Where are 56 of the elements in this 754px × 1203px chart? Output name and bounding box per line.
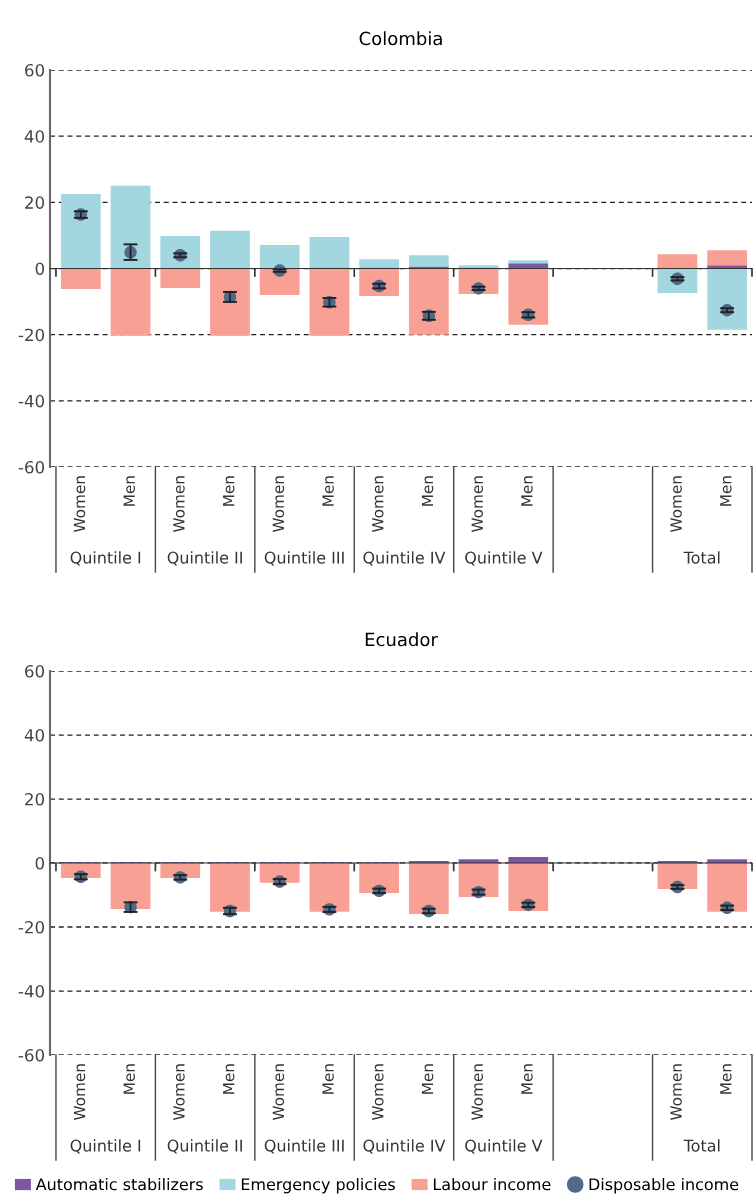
x-tick-label: Women bbox=[73, 476, 86, 533]
text: Quintile III bbox=[264, 551, 344, 566]
x-tick-label: Men bbox=[521, 1064, 533, 1094]
y-tick-label: 40 bbox=[24, 728, 45, 742]
x-tick-label: Women bbox=[372, 476, 384, 533]
y-tick-label: 20 bbox=[25, 792, 45, 806]
x-tick-label: Men bbox=[421, 476, 434, 506]
y-tick-label: -40 bbox=[18, 984, 45, 998]
y-tick-label: 60 bbox=[25, 63, 45, 77]
y-tick-label: 20 bbox=[25, 196, 45, 209]
x-tick-label: Women bbox=[372, 1064, 384, 1121]
y-tick-label: 0 bbox=[35, 856, 45, 870]
y-tick-label: -60 bbox=[18, 460, 45, 474]
y-tick-label: -20 bbox=[18, 328, 45, 342]
text: Total bbox=[683, 1139, 720, 1152]
x-tick-label: Men bbox=[322, 1064, 334, 1094]
x-tick-label: Men bbox=[123, 476, 135, 506]
x-tick-label: Women bbox=[73, 1064, 86, 1121]
x-tick-label: Women bbox=[173, 1064, 185, 1121]
chart-title: Colombia bbox=[359, 31, 442, 46]
text: Total bbox=[683, 551, 720, 564]
x-tick-label: Men bbox=[123, 1064, 135, 1094]
x-tick-label: Women bbox=[272, 1064, 285, 1121]
chart-title: Ecuador bbox=[365, 632, 438, 647]
x-tick-label: Women bbox=[272, 476, 285, 533]
text: Quintile IV bbox=[363, 1139, 446, 1154]
text: Quintile V bbox=[465, 1139, 543, 1154]
legend-label: Automatic stabilizers bbox=[35, 1177, 203, 1191]
y-tick-label: 40 bbox=[24, 130, 45, 143]
legend-label: Labour income bbox=[433, 1177, 551, 1191]
legend-label: Disposable income bbox=[589, 1177, 739, 1194]
x-tick-label: Women bbox=[670, 1064, 682, 1121]
x-tick-label: Men bbox=[322, 476, 334, 506]
y-tick-label: -40 bbox=[18, 394, 45, 408]
y-tick-label: -60 bbox=[18, 1048, 45, 1062]
x-tick-label: Men bbox=[720, 1064, 732, 1094]
text: Quintile V bbox=[465, 551, 543, 566]
x-tick-label: Women bbox=[670, 476, 682, 533]
x-tick-label: Men bbox=[720, 476, 732, 506]
text: Quintile IV bbox=[363, 551, 446, 566]
x-tick-label: Men bbox=[521, 476, 533, 506]
text: Quintile II bbox=[167, 1139, 242, 1154]
x-tick-label: Men bbox=[223, 1064, 235, 1094]
text: Quintile II bbox=[167, 551, 242, 566]
text: Quintile I bbox=[70, 551, 141, 566]
text: Quintile I bbox=[70, 1139, 141, 1154]
legend-label: Emergency policies bbox=[241, 1177, 395, 1194]
x-tick-label: Women bbox=[471, 1064, 483, 1121]
text: Quintile III bbox=[264, 1139, 344, 1154]
x-tick-label: Men bbox=[421, 1064, 434, 1094]
y-tick-label: 0 bbox=[35, 262, 45, 276]
x-tick-label: Women bbox=[471, 476, 483, 533]
x-tick-label: Men bbox=[223, 476, 235, 506]
y-tick-label: -20 bbox=[18, 920, 45, 934]
y-tick-label: 60 bbox=[25, 664, 45, 678]
x-tick-label: Women bbox=[173, 476, 185, 533]
